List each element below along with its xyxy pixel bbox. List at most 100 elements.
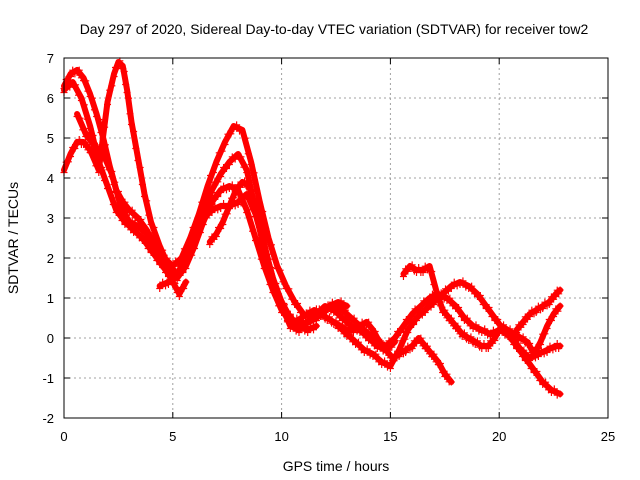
data-point [186,237,194,244]
data-point [154,249,162,257]
data-point [304,329,312,336]
data-point [270,255,278,263]
data-point [426,297,434,304]
data-point [368,330,376,338]
data-point [90,106,98,114]
data-point [138,181,146,188]
data-point [247,161,255,168]
data-point [495,329,503,336]
data-point [110,73,118,80]
data-point [119,205,127,213]
data-point [279,278,287,286]
data-point [227,130,235,138]
data-point [537,341,545,348]
y-tick-label: 6 [47,91,54,106]
data-point [539,305,547,312]
data-point [241,177,249,185]
data-point [243,209,251,216]
data-point [125,94,133,102]
data-point [225,205,233,212]
data-point [191,245,199,252]
data-point [295,325,303,332]
data-point [92,149,100,156]
data-point [244,150,252,158]
data-point [179,269,187,276]
data-point [417,334,425,342]
x-tick-label: 0 [60,429,67,444]
data-point [75,136,83,143]
data-point [233,121,241,129]
data-point [230,125,238,132]
data-point [285,285,293,293]
data-point [104,155,112,163]
data-point [408,313,416,320]
data-point [136,164,144,171]
data-point [354,338,362,346]
data-point [341,306,349,314]
data-point [76,114,84,122]
data-point [519,333,527,341]
data-point [243,169,251,176]
data-point [67,153,75,160]
data-point [476,292,484,299]
data-point [128,206,136,214]
data-point [101,123,109,131]
data-point [378,338,386,346]
data-point [408,261,416,269]
data-point [275,295,283,303]
y-tick-label: 2 [47,251,54,266]
data-point [333,301,341,309]
data-point [488,313,496,320]
data-point [556,390,564,398]
data-point [294,300,302,307]
data-point [69,66,77,74]
data-point [260,245,268,252]
data-point [201,194,209,202]
data-point [84,87,92,95]
data-point [212,161,220,168]
data-point [556,302,564,310]
data-point [143,197,151,205]
data-point [547,317,555,324]
data-point [415,264,423,271]
data-point [267,264,275,271]
data-point [526,357,534,364]
data-point [527,365,535,372]
data-point [454,322,462,330]
data-point [196,222,204,230]
data-point [528,306,536,314]
data-point [465,337,473,344]
data-point [430,301,438,308]
data-point [219,221,227,228]
data-point [447,314,455,322]
data-point [457,313,465,320]
data-point [163,254,171,262]
data-point [310,309,318,316]
data-point [106,86,114,94]
data-point [133,226,141,234]
data-point [356,325,364,332]
data-point [222,165,230,172]
y-tick-label: 3 [47,211,54,226]
data-point [291,321,299,328]
data-point [469,325,477,332]
data-point [114,188,122,195]
data-point [330,321,338,328]
data-point [217,173,225,180]
data-point [182,278,190,286]
data-point [64,77,72,84]
data-point [249,227,257,235]
data-point [98,164,106,171]
data-point [520,346,528,354]
data-point [446,294,454,302]
data-point [547,389,555,396]
data-point [93,142,101,150]
data-point [430,281,438,288]
data-point [293,314,301,322]
data-point [234,201,242,208]
data-point [494,316,502,323]
x-tick-label: 15 [383,429,397,444]
data-point [363,345,371,353]
data-point [323,317,331,324]
data-point [450,278,458,286]
